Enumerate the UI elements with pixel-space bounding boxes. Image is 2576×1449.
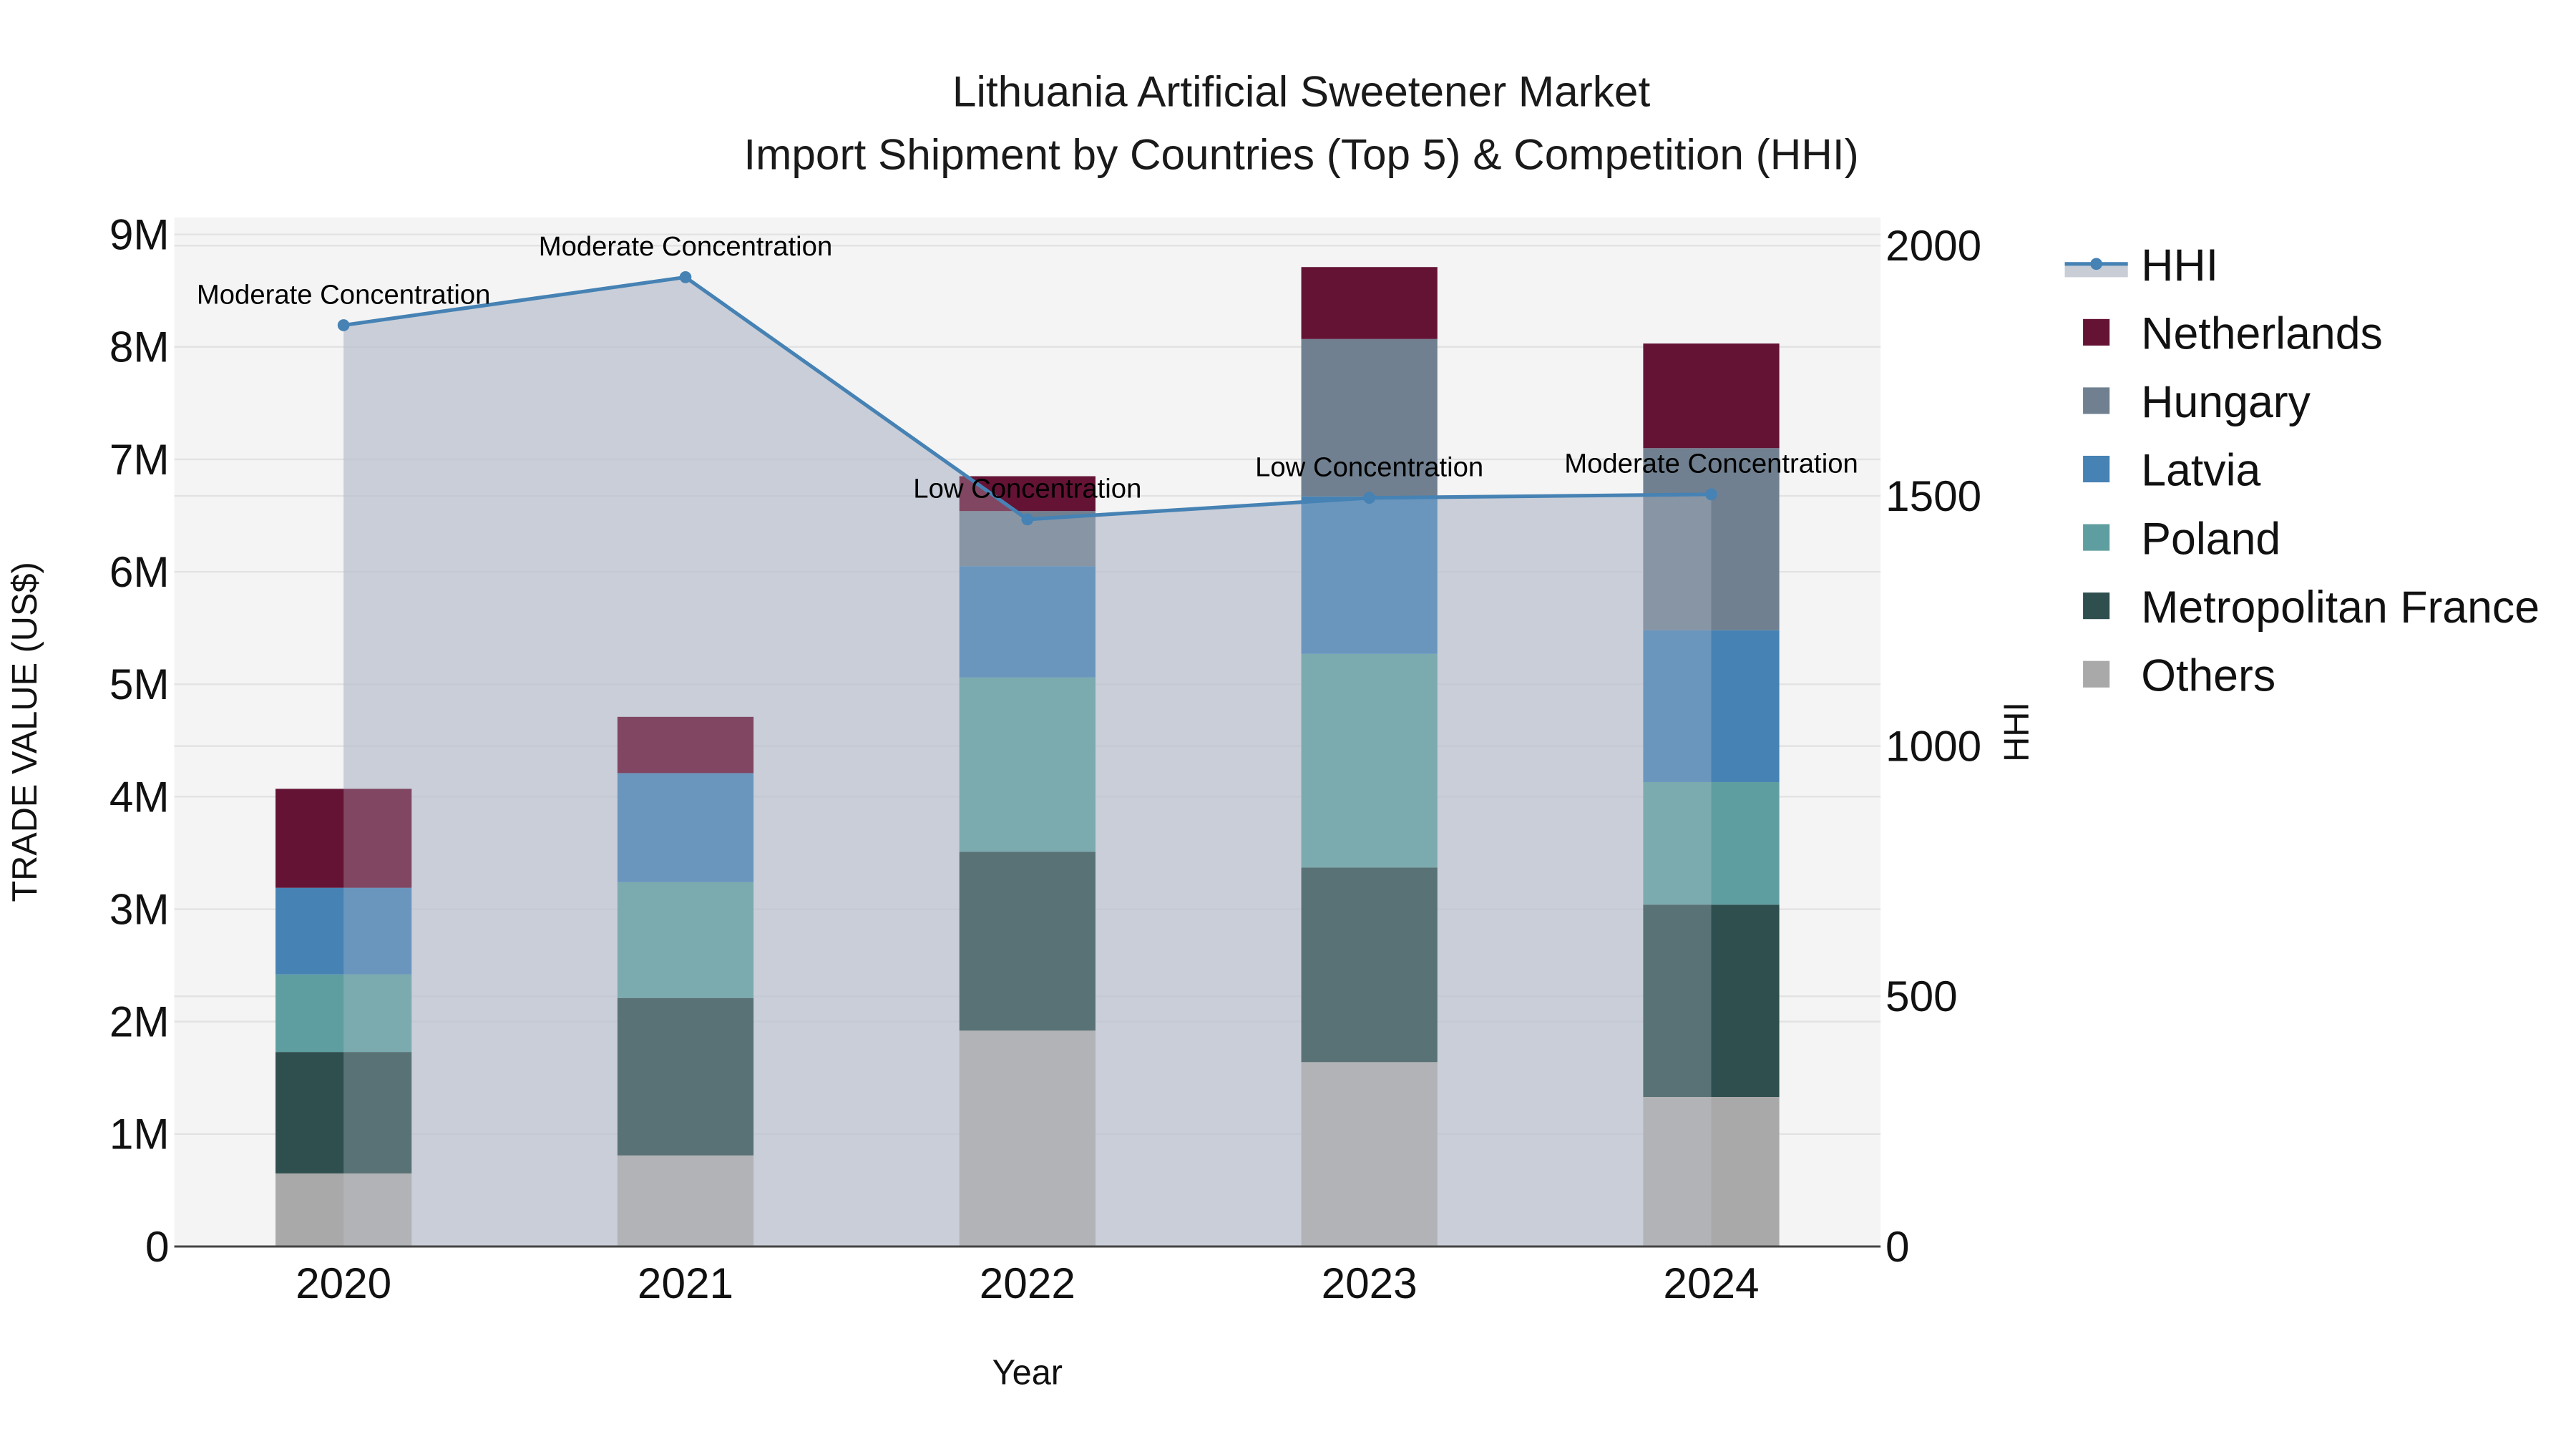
- hhi-annotation: Low Concentration: [1255, 452, 1483, 483]
- bar-segment-others[interactable]: [617, 1155, 754, 1247]
- legend-swatch-icon: [2083, 318, 2110, 346]
- bar-segment-latvia[interactable]: [1643, 630, 1780, 782]
- legend-item-metropolitan-france[interactable]: Metropolitan France: [2083, 582, 2540, 633]
- legend-label: Netherlands: [2141, 309, 2383, 359]
- legend-item-latvia[interactable]: Latvia: [2083, 446, 2261, 496]
- legend-item-hhi[interactable]: HHI: [2064, 240, 2219, 291]
- legend-label: Metropolitan France: [2141, 582, 2540, 633]
- chart-title: Lithuania Artificial Sweetener Market Im…: [743, 67, 1858, 178]
- y-tick-label: 2M: [109, 997, 170, 1046]
- x-tick-label: 2022: [980, 1259, 1075, 1307]
- bar-segment-poland[interactable]: [617, 882, 754, 998]
- y-axis-left: 0 1M 2M 3M 4M 5M 6M 7M 8M 9M: [109, 210, 170, 1271]
- legend-item-others[interactable]: Others: [2083, 650, 2275, 701]
- bar-stack-2021[interactable]: [617, 716, 754, 1247]
- y-axis-title: TRADE VALUE (US$): [6, 562, 44, 902]
- bar-segment-poland[interactable]: [1643, 781, 1780, 905]
- bar-segment-latvia[interactable]: [617, 773, 754, 882]
- hhi-annotation: Moderate Concentration: [539, 231, 833, 262]
- bar-segment-netherlands[interactable]: [275, 789, 412, 888]
- legend-label: Hungary: [2141, 377, 2311, 427]
- chart-title-line1: Lithuania Artificial Sweetener Market: [952, 67, 1651, 115]
- y-tick-label: 1M: [109, 1110, 170, 1158]
- legend-swatch-icon: [2083, 660, 2110, 688]
- bar-segment-latvia[interactable]: [959, 566, 1096, 678]
- bar-stack-2022[interactable]: [959, 476, 1096, 1247]
- y2-tick-label: 2000: [1885, 221, 1981, 270]
- y2-tick-label: 1000: [1885, 722, 1981, 771]
- y2-tick-label: 1500: [1885, 472, 1981, 520]
- legend-area-swatch: [2064, 263, 2128, 278]
- chart-subtitle: Import Shipment by Countries (Top 5) & C…: [743, 130, 1858, 179]
- x-tick-label: 2020: [296, 1259, 391, 1307]
- bar-segment-others[interactable]: [275, 1173, 412, 1247]
- bar-segment-metropolitan-france[interactable]: [1301, 867, 1438, 1063]
- legend-label: Latvia: [2141, 446, 2260, 496]
- y-tick-label: 0: [145, 1222, 170, 1271]
- y2-tick-label: 500: [1885, 972, 1958, 1020]
- legend-item-netherlands[interactable]: Netherlands: [2083, 309, 2383, 359]
- legend-swatch-icon: [2083, 387, 2110, 414]
- y-tick-label: 3M: [109, 884, 170, 933]
- y-tick-label: 9M: [109, 210, 170, 259]
- x-tick-label: 2023: [1322, 1259, 1418, 1307]
- hhi-annotations: Moderate Concentration Moderate Concentra…: [197, 231, 1858, 504]
- bar-segment-others[interactable]: [1643, 1096, 1780, 1247]
- hhi-point-2024[interactable]: [1705, 488, 1717, 501]
- bar-stack-2023[interactable]: [1301, 267, 1438, 1247]
- hhi-point-2023[interactable]: [1363, 492, 1376, 504]
- bar-segment-netherlands[interactable]: [1301, 267, 1438, 339]
- bar-segment-netherlands[interactable]: [617, 716, 754, 774]
- bar-segment-metropolitan-france[interactable]: [275, 1052, 412, 1174]
- bar-stack-2024[interactable]: [1643, 343, 1780, 1247]
- hhi-point-2021[interactable]: [679, 271, 692, 283]
- hhi-annotation: Moderate Concentration: [1564, 449, 1858, 479]
- bar-segment-poland[interactable]: [1301, 653, 1438, 868]
- bar-segment-latvia[interactable]: [275, 887, 412, 975]
- bar-segment-poland[interactable]: [959, 677, 1096, 852]
- bar-segment-others[interactable]: [1301, 1062, 1438, 1247]
- y-tick-label: 5M: [109, 660, 170, 708]
- bar-segment-latvia[interactable]: [1301, 496, 1438, 654]
- bar-segment-metropolitan-france[interactable]: [617, 997, 754, 1156]
- bar-segment-netherlands[interactable]: [959, 476, 1096, 512]
- x-tick-label: 2021: [638, 1259, 733, 1307]
- bar-segment-hungary[interactable]: [1643, 448, 1780, 630]
- hhi-annotation: Moderate Concentration: [197, 279, 491, 310]
- legend-label: Poland: [2141, 514, 2280, 564]
- y2-tick-label: 0: [1885, 1222, 1910, 1271]
- legend-marker-icon: [2090, 258, 2102, 270]
- bar-segment-netherlands[interactable]: [1643, 343, 1780, 449]
- y-tick-label: 4M: [109, 772, 170, 821]
- legend-swatch-icon: [2083, 524, 2110, 551]
- hhi-annotation: Low Concentration: [913, 474, 1141, 504]
- y-tick-label: 8M: [109, 323, 170, 371]
- y-axis-right: 0 500 1000 1500 2000: [1885, 221, 1981, 1271]
- hhi-line: [337, 271, 1717, 526]
- y-tick-label: 7M: [109, 435, 170, 484]
- bar-stack-2020[interactable]: [275, 789, 412, 1247]
- hhi-area-overlay: [343, 277, 1712, 1247]
- legend-label: Others: [2141, 650, 2275, 701]
- legend-item-hungary[interactable]: Hungary: [2083, 377, 2311, 427]
- y2-axis-title: HHI: [1998, 702, 2036, 762]
- legend-swatch-icon: [2083, 455, 2110, 483]
- legend-label: HHI: [2141, 240, 2218, 291]
- hhi-point-2020[interactable]: [337, 319, 350, 331]
- bar-segment-hungary[interactable]: [1301, 338, 1438, 497]
- y-tick-label: 6M: [109, 547, 170, 596]
- bar-segment-metropolitan-france[interactable]: [1643, 904, 1780, 1097]
- x-axis: 2020 2021 2022 2023 2024: [296, 1259, 1759, 1307]
- bar-segment-others[interactable]: [959, 1030, 1096, 1247]
- legend-swatch-icon: [2083, 592, 2110, 620]
- x-axis-title: Year: [992, 1354, 1063, 1392]
- x-tick-label: 2024: [1663, 1259, 1759, 1307]
- hhi-point-2022[interactable]: [1021, 513, 1034, 526]
- legend: HHI Netherlands Hungary Latvia Poland Metropo…: [2064, 240, 2540, 701]
- stacked-bars: [275, 267, 1780, 1247]
- bar-segment-metropolitan-france[interactable]: [959, 852, 1096, 1031]
- legend-item-poland[interactable]: Poland: [2083, 514, 2280, 564]
- bar-segment-poland[interactable]: [275, 974, 412, 1053]
